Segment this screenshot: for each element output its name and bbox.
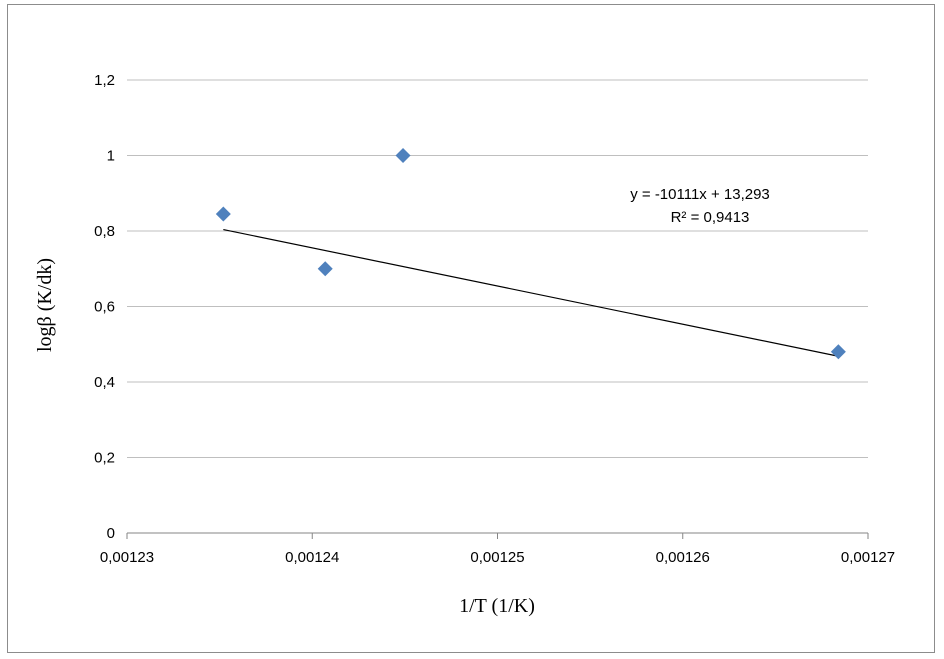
data-point-marker — [395, 148, 411, 163]
x-tick-label: 0,00127 — [841, 549, 895, 566]
y-tick-label: 0 — [107, 525, 115, 542]
axes — [126, 532, 869, 539]
x-tick-label: 0,00123 — [100, 549, 154, 566]
x-tick-label: 0,00126 — [656, 549, 710, 566]
y-tick-label: 0,8 — [94, 223, 115, 240]
trendline — [223, 228, 839, 357]
x-tick-labels: 0,00123 0,00124 0,00125 0,00126 0,00127 — [100, 549, 895, 566]
y-axis-title: logβ (K/dk) — [34, 258, 56, 352]
chart-frame — [7, 4, 935, 653]
trendline-r2: R² = 0,9413 — [671, 209, 750, 226]
y-tick-label: 0,4 — [94, 374, 115, 391]
data-points — [215, 148, 846, 360]
trendline-group — [223, 228, 839, 357]
y-tick-labels: 0 0,2 0,4 0,6 0,8 1 1,2 — [94, 72, 115, 542]
y-tick-label: 0,2 — [94, 450, 115, 467]
x-tick-label: 0,00124 — [285, 549, 339, 566]
x-axis-title: 1/T (1/K) — [459, 595, 535, 617]
gridlines — [127, 79, 868, 458]
y-tick-label: 1 — [107, 148, 115, 165]
data-point-marker — [215, 206, 231, 222]
trendline-equation: y = -10111x + 13,293 — [630, 186, 770, 203]
data-point-marker — [317, 261, 333, 277]
y-tick-label: 0,6 — [94, 299, 115, 316]
y-tick-label: 1,2 — [94, 72, 115, 89]
data-point-marker — [830, 344, 846, 360]
x-tick-label: 0,00125 — [470, 549, 524, 566]
